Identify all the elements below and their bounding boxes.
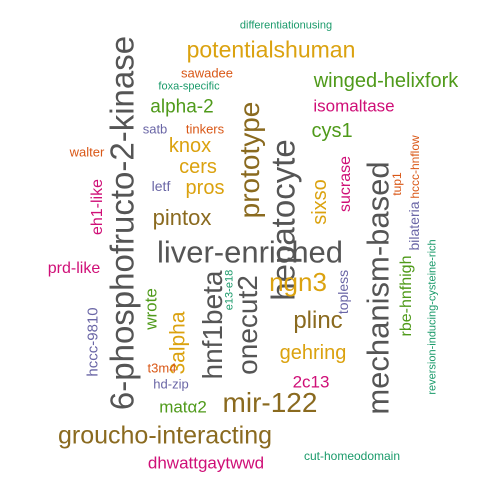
- word-groucho-interacting: groucho-interacting: [57, 421, 273, 450]
- word-potentialshuman: potentialshuman: [186, 36, 356, 63]
- word-topless: topless: [335, 269, 351, 315]
- word-mechanism-based: mechanism-based: [360, 161, 396, 415]
- word-prd-like: prd-like: [47, 260, 101, 277]
- word-t3m4: t3m4: [147, 360, 177, 376]
- word-6-phosphofructo-2-kinase: 6-phosphofructo-2-kinase: [103, 35, 141, 411]
- word-alpha-2: alpha-2: [150, 96, 214, 118]
- word-cys1: cys1: [311, 120, 353, 142]
- word-pintox: pintox: [152, 205, 212, 230]
- word-knox: knox: [168, 135, 212, 157]
- word-bilateria: bilateria: [406, 201, 422, 251]
- word-reversion-inducing-cysteine-rich: reversion-inducing-cysteine-rich: [426, 239, 439, 395]
- word-prototype: prototype: [234, 101, 265, 219]
- word-sixso: sixso: [309, 179, 331, 225]
- word-onecut2: onecut2: [232, 275, 263, 375]
- word-wrote: wrote: [141, 288, 161, 330]
- word-ngn3: ngn3: [269, 267, 327, 297]
- word-cers: cers: [179, 156, 217, 178]
- word-sawadee: sawadee: [180, 65, 234, 81]
- word-dhwattgaytwwd: dhwattgaytwwd: [147, 453, 265, 473]
- word-cut-homeodomain: cut-homeodomain: [303, 449, 401, 463]
- word-differentiationusing: differentiationusing: [239, 19, 333, 32]
- word-liver-enriched: liver-enriched: [156, 234, 344, 270]
- word-satb: satb: [142, 121, 168, 137]
- word-matalpha2: matα2: [159, 397, 207, 417]
- word-tup1: tup1: [390, 172, 404, 196]
- word-letf: letf: [151, 178, 171, 194]
- word-walter: walter: [69, 144, 105, 160]
- word-eh1-like: eh1-like: [89, 178, 106, 236]
- word-sucrase: sucrase: [337, 155, 354, 213]
- word-foxa-specific: foxa-specific: [158, 80, 220, 93]
- word-e13-e18: e13-e18: [223, 269, 236, 311]
- word-2c13: 2c13: [292, 372, 330, 392]
- word-mir-122: mir-122: [222, 387, 318, 418]
- word-hccc-9810: hccc-9810: [84, 307, 102, 377]
- word-gehring: gehring: [279, 342, 347, 364]
- word-hd-zip: hd-zip: [153, 376, 189, 392]
- word-hccc-hnflow: hccc-hnflow: [408, 135, 422, 199]
- word-isomaltase: isomaltase: [313, 96, 395, 116]
- word-pros: pros: [185, 177, 225, 199]
- word-tinkers: tinkers: [185, 121, 225, 137]
- word-rbe-hnfhigh: rbe-hnfhigh: [398, 255, 415, 337]
- word-plinc: plinc: [293, 307, 343, 334]
- word-winged-helixfork: winged-helixfork: [313, 70, 459, 92]
